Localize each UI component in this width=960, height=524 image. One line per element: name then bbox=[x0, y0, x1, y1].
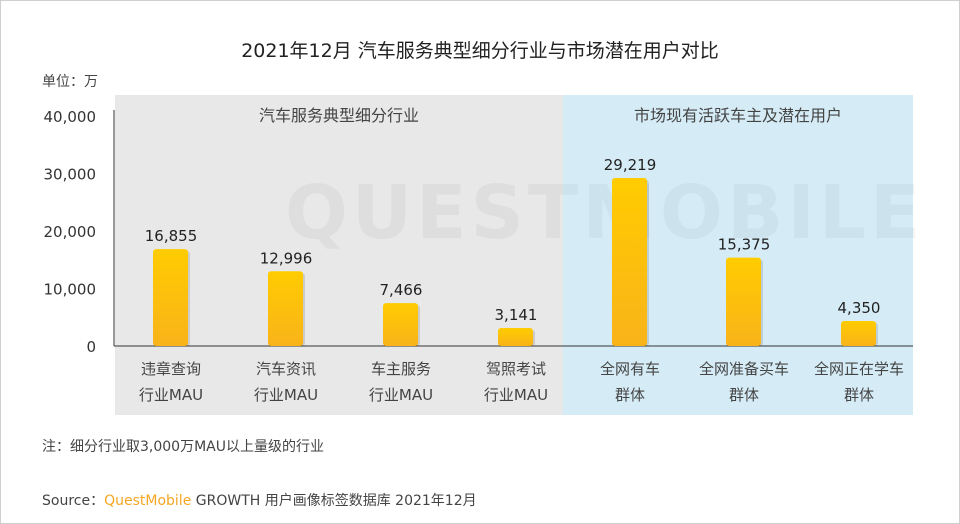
data-label: 7,466 bbox=[380, 281, 423, 299]
x-tick-label: 全网正在学车 bbox=[814, 360, 904, 378]
bar bbox=[268, 271, 303, 346]
bar bbox=[153, 249, 188, 346]
bar bbox=[612, 177, 647, 346]
bar bbox=[841, 320, 876, 346]
y-tick-label: 30,000 bbox=[44, 166, 97, 184]
y-tick-label: 0 bbox=[86, 338, 96, 356]
x-tick-label: 全网准备买车 bbox=[699, 360, 789, 378]
x-tick-label: 汽车资讯 bbox=[256, 360, 316, 378]
chart-title: 2021年12月 汽车服务典型细分行业与市场潜在用户对比 bbox=[241, 40, 719, 62]
x-tick-label: 群体 bbox=[844, 386, 874, 404]
group-label-industry: 汽车服务典型细分行业 bbox=[258, 106, 419, 125]
x-tick-label: 全网有车 bbox=[600, 360, 660, 378]
x-tick-label: 行业MAU bbox=[139, 386, 203, 404]
bar bbox=[383, 303, 418, 346]
source-brand: QuestMobile bbox=[104, 493, 192, 509]
group-panel-industry bbox=[115, 95, 563, 415]
footnote: 注：细分行业取3,000万MAU以上量级的行业 bbox=[42, 439, 324, 455]
y-tick-label: 40,000 bbox=[44, 108, 97, 126]
bar bbox=[726, 257, 761, 346]
x-tick-label: 行业MAU bbox=[484, 386, 548, 404]
x-tick-label: 驾照考试 bbox=[486, 360, 546, 378]
y-tick-label: 20,000 bbox=[44, 223, 97, 241]
data-label: 16,855 bbox=[145, 227, 198, 245]
source-rest: GROWTH 用户画像标签数据库 2021年12月 bbox=[191, 493, 477, 509]
watermark: QUESTMOBILE bbox=[285, 170, 925, 256]
data-label: 15,375 bbox=[718, 236, 771, 254]
y-tick-label: 10,000 bbox=[44, 281, 97, 299]
bar bbox=[498, 327, 533, 346]
data-label: 12,996 bbox=[260, 249, 313, 267]
group-label-users: 市场现有活跃车主及潜在用户 bbox=[633, 106, 842, 125]
data-label: 29,219 bbox=[604, 156, 657, 174]
x-tick-label: 行业MAU bbox=[369, 386, 433, 404]
data-label: 4,350 bbox=[838, 299, 881, 317]
unit-label: 单位：万 bbox=[42, 74, 98, 90]
x-tick-label: 车主服务 bbox=[371, 360, 431, 378]
source-prefix: Source： bbox=[42, 493, 105, 509]
source-line: Source：QuestMobile GROWTH 用户画像标签数据库 2021… bbox=[42, 490, 477, 510]
data-label: 3,141 bbox=[495, 306, 538, 324]
x-tick-label: 行业MAU bbox=[254, 386, 318, 404]
x-tick-label: 群体 bbox=[615, 386, 645, 404]
x-tick-label: 群体 bbox=[729, 386, 759, 404]
x-tick-label: 违章查询 bbox=[141, 360, 201, 378]
